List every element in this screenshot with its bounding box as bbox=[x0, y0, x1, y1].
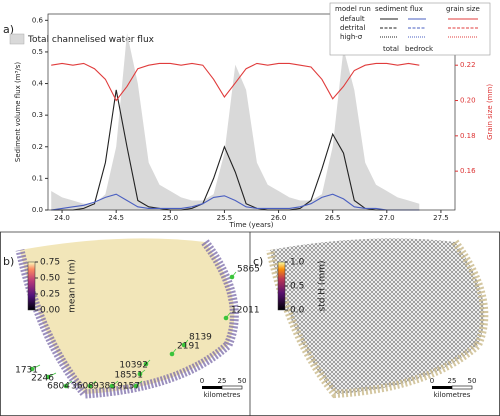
colorbar bbox=[277, 261, 286, 311]
node-label: 1731 bbox=[15, 366, 38, 376]
node-label: 8139 bbox=[189, 333, 212, 343]
node-leader bbox=[183, 339, 189, 346]
node-leader bbox=[225, 312, 231, 319]
node-leader bbox=[111, 380, 119, 387]
node-leader bbox=[65, 380, 73, 387]
legend-header: grain size bbox=[446, 5, 480, 13]
scale-label: 0 bbox=[200, 377, 204, 385]
x-tick-label: 26.5 bbox=[325, 214, 341, 222]
y2-tick-label: 0.16 bbox=[460, 167, 476, 175]
y2-axis-label: Grain size (mm) bbox=[486, 84, 494, 140]
scale-label: 25 bbox=[218, 377, 227, 385]
line bbox=[51, 193, 420, 211]
node-label: 10392 bbox=[119, 361, 148, 371]
scale-bar bbox=[221, 385, 243, 390]
y-tick-label: 0.6 bbox=[32, 16, 44, 24]
colorbar-tick-label: 1.0 bbox=[290, 258, 305, 268]
x-tick-label: 27.0 bbox=[379, 214, 395, 222]
legend-label: default bbox=[340, 15, 365, 23]
panel-label: b) bbox=[3, 255, 14, 268]
scale-bar bbox=[202, 386, 222, 389]
y-tick-label: 0.1 bbox=[32, 174, 43, 182]
scale-label: 0 bbox=[430, 377, 434, 385]
y-tick-label: 0.0 bbox=[32, 206, 43, 214]
y-tick-label: 0.2 bbox=[32, 143, 43, 151]
y-axis-label: Sediment volume flux (m³/s) bbox=[14, 62, 22, 162]
x-tick-label: 25.5 bbox=[217, 214, 233, 222]
fan-map bbox=[270, 238, 485, 394]
legend-header: sediment flux bbox=[375, 5, 423, 13]
y2-tick-label: 0.18 bbox=[460, 132, 476, 140]
scale-label: 50 bbox=[238, 377, 247, 385]
legend-swatch bbox=[9, 33, 25, 45]
line bbox=[51, 89, 420, 211]
colorbar bbox=[27, 261, 36, 311]
colorbar-label: mean H (m) bbox=[68, 259, 78, 313]
y-tick-label: 0.4 bbox=[32, 80, 44, 88]
fan-edge bbox=[15, 239, 239, 399]
node-label: 2191 bbox=[177, 342, 200, 352]
y2-tick-label: 0.20 bbox=[460, 97, 476, 105]
colorbar-tick-label: 0.75 bbox=[40, 258, 60, 268]
node-label: 6804 bbox=[47, 382, 70, 392]
scale-bar bbox=[432, 386, 452, 389]
x-tick-label: 24.0 bbox=[54, 214, 70, 222]
node-leader bbox=[89, 380, 97, 387]
scale-unit: kilometres bbox=[434, 391, 471, 399]
legend-label: bedrock bbox=[405, 45, 434, 53]
colorbar-tick-label: 0.25 bbox=[40, 290, 60, 300]
colorbar-tick-label: 0.50 bbox=[40, 274, 60, 284]
panel-label: c) bbox=[253, 255, 263, 268]
colorbar-tick-label: 0.00 bbox=[40, 306, 60, 316]
scale-bar bbox=[451, 385, 473, 390]
scale-label: 50 bbox=[468, 377, 477, 385]
node-leader bbox=[135, 380, 143, 387]
panel-label: a) bbox=[3, 23, 14, 36]
y2-tick-label: 0.22 bbox=[460, 61, 476, 69]
plot-frame bbox=[47, 13, 456, 211]
node-label: 9157 bbox=[117, 382, 140, 392]
legend-label: detrital bbox=[340, 24, 365, 32]
node-leader bbox=[139, 369, 146, 375]
x-tick-label: 26.0 bbox=[271, 214, 287, 222]
legend-label: total bbox=[383, 45, 399, 53]
legend-header: model run bbox=[335, 5, 371, 13]
node-leader bbox=[171, 348, 177, 355]
colorbar-tick-label: 0.5 bbox=[290, 282, 304, 292]
node-leader bbox=[145, 359, 151, 365]
x-tick-label: 27.5 bbox=[433, 214, 449, 222]
line bbox=[51, 62, 420, 102]
node-label: 5865 bbox=[237, 265, 260, 275]
node-label: 9383 bbox=[93, 382, 116, 392]
y-tick-label: 0.3 bbox=[32, 111, 43, 119]
node-leader bbox=[31, 364, 41, 370]
node-leader bbox=[231, 271, 237, 278]
node-label: 12011 bbox=[231, 306, 260, 316]
scale-unit: kilometres bbox=[204, 391, 241, 399]
x-axis-label: Time (years) bbox=[228, 221, 273, 229]
colorbar-tick-label: 0.0 bbox=[290, 306, 305, 316]
node-label: 18551 bbox=[114, 371, 143, 381]
legend-label: Total channelised water flux bbox=[27, 35, 155, 45]
x-tick-label: 25.0 bbox=[163, 214, 179, 222]
node-label: 3608 bbox=[71, 382, 94, 392]
scale-label: 25 bbox=[448, 377, 457, 385]
area bbox=[51, 33, 420, 210]
legend-label: high-σ bbox=[340, 33, 363, 41]
y-tick-label: 0.5 bbox=[32, 48, 43, 56]
colorbar-label: std H (mm) bbox=[318, 261, 328, 312]
node-leader bbox=[47, 372, 57, 378]
legend-box bbox=[329, 2, 491, 56]
node-label: 2246 bbox=[31, 374, 54, 384]
legend-lines bbox=[380, 18, 478, 38]
fan-map bbox=[20, 238, 235, 394]
x-tick-label: 24.5 bbox=[108, 214, 124, 222]
